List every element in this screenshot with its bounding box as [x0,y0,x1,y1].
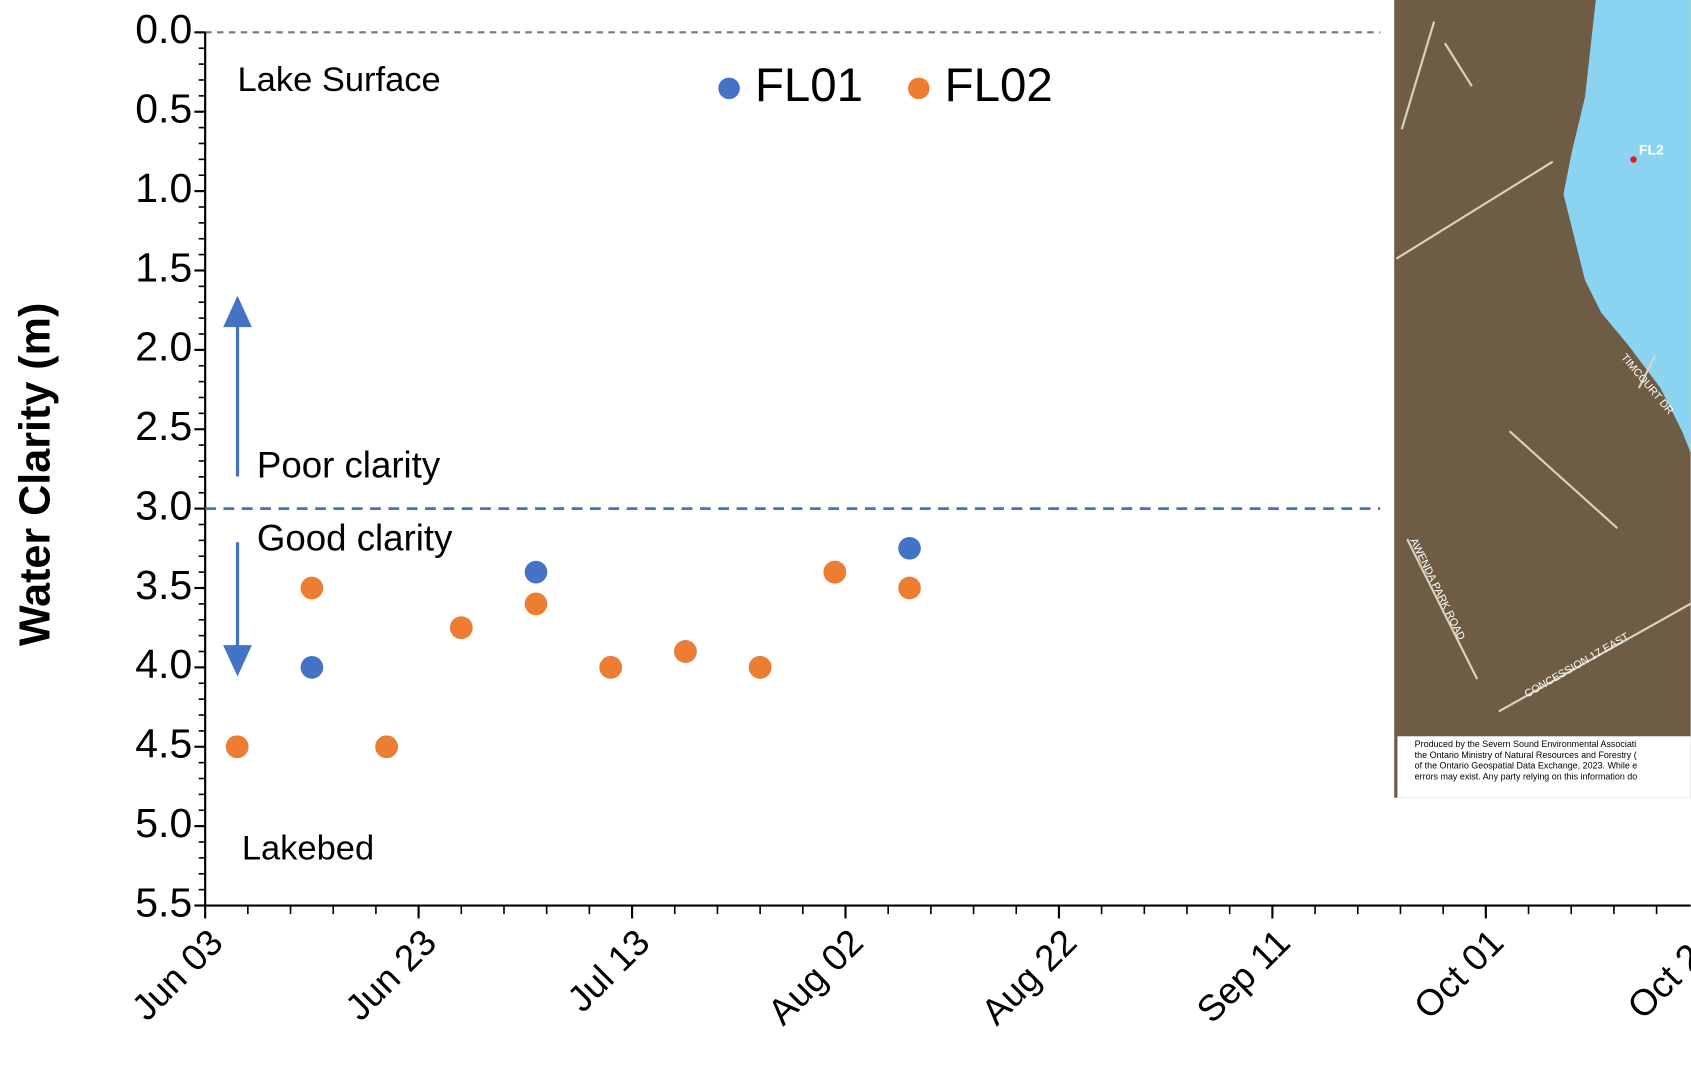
threshold-label: Poor clarity [257,444,441,485]
station-label: FL2 [1639,142,1664,158]
legend-marker [908,78,930,100]
y-tick-label: 5.5 [135,879,192,925]
y-tick-label: 5.0 [135,800,192,846]
y-tick-label: 4.5 [135,721,192,767]
annotation: Lake Surface [238,61,441,99]
x-tick-label: Oct 01 [1406,921,1511,1026]
y-tick-label: 1.0 [135,165,192,211]
x-tick-label: Jul 13 [559,921,657,1019]
data-point [301,656,324,679]
data-point [450,616,473,639]
y-tick-label: 3.0 [135,482,192,528]
chart: FL2 TIMCOURT DR AWENDA PARK ROAD CONCESS… [0,0,1691,1078]
data-point [375,735,398,758]
x-tick-label: Jun 23 [337,921,444,1028]
data-point [301,577,324,600]
arrows [226,300,250,673]
y-tick-label: 0.0 [135,6,192,52]
y-tick-label: 2.5 [135,403,192,449]
footnote: the Ontario Ministry of Natural Resource… [1415,750,1637,760]
threshold-label: Good clarity [257,518,453,559]
station-marker [1630,156,1636,162]
x-tick-label: Aug 02 [760,921,871,1032]
x-tick-label: Aug 22 [973,921,1084,1032]
legend-marker [718,78,740,100]
footnote: errors may exist. Any party relying on t… [1415,771,1638,781]
footnote: Produced by the Severn Sound Environment… [1415,739,1637,749]
footnote: of the Ontario Geospatial Data Exchange,… [1415,761,1638,771]
data-point [599,656,622,679]
data-point [525,593,548,616]
data-point [226,735,249,758]
x-tick-label: Oct 21 [1619,921,1691,1026]
y-axis-title: Water Clarity (m) [11,303,59,646]
annotation: Lakebed [242,830,374,868]
y-tick-label: 4.0 [135,641,192,687]
data-point [525,561,548,584]
legend-label: FL02 [945,59,1053,112]
y-tick-label: 1.5 [135,244,192,290]
legend-label: FL01 [755,59,863,112]
data-point [898,537,921,560]
y-tick-label: 2.0 [135,324,192,370]
x-tick-label: Jun 03 [124,921,231,1028]
map: FL2 TIMCOURT DR AWENDA PARK ROAD CONCESS… [1394,0,1690,798]
x-tick-label: Sep 11 [1189,921,1298,1030]
data-point [824,561,847,584]
y-tick-label: 0.5 [135,86,192,132]
data-point [749,656,772,679]
y-tick-label: 3.5 [135,562,192,608]
data-point [898,577,921,600]
data-point [674,640,697,663]
